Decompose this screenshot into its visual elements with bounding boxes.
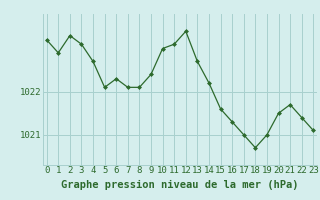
X-axis label: Graphe pression niveau de la mer (hPa): Graphe pression niveau de la mer (hPa) [61,180,299,190]
